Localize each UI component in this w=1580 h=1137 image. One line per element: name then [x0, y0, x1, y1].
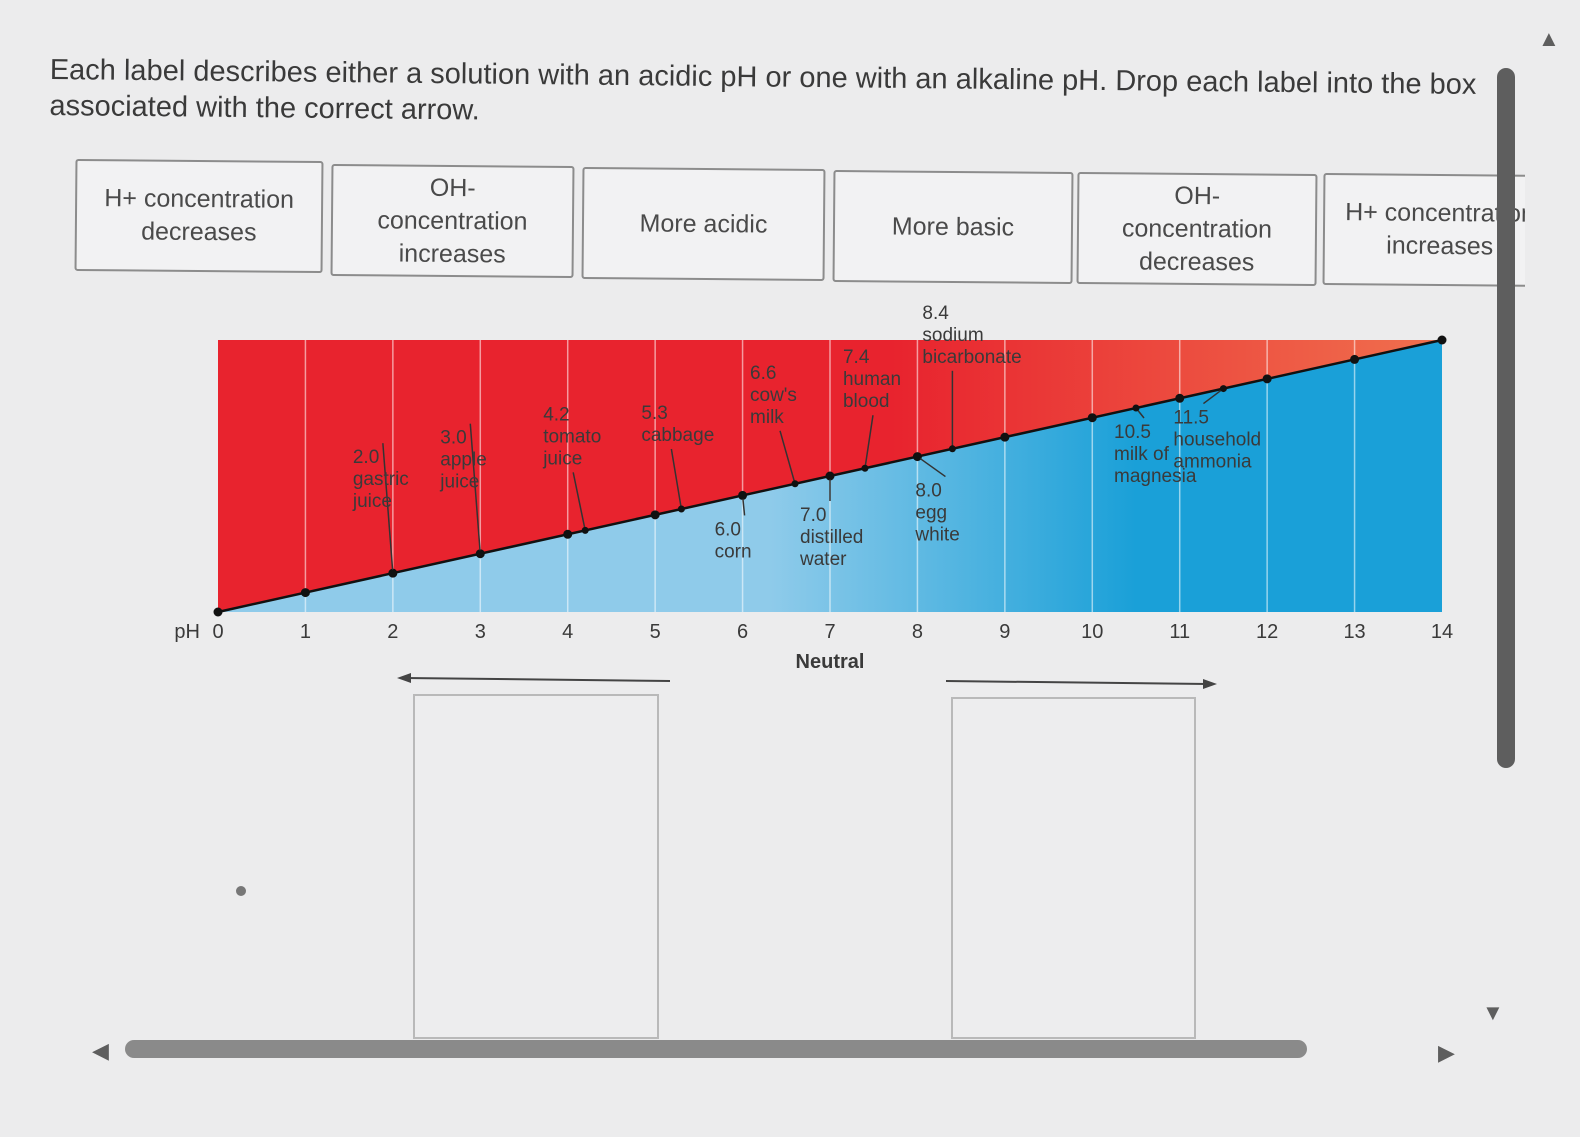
point-label-4.2-1: tomato [543, 426, 601, 447]
ph-marker-14 [1437, 335, 1447, 345]
point-label-8-1: egg [915, 503, 947, 524]
ph-marker-0 [213, 607, 223, 617]
leader-3 [469, 423, 482, 554]
point-label-3-1: apple [440, 450, 487, 471]
point-label-2-1: gastric [353, 469, 409, 490]
point-label-6.6-1: cow's [750, 385, 797, 406]
ph-scale-svg: 0 1 2 3 4 5 6 7 8 9 10 11 12 13 14pHNeutral2.0gastricj… [174, 303, 1453, 673]
ph-marker-10 [1087, 413, 1097, 423]
tick-label-7: 7 [824, 621, 835, 643]
point-marker-4.2 [581, 526, 589, 534]
leader-6.6 [779, 430, 796, 484]
ph-scale-chart: 0 1 2 3 4 5 6 7 8 9 10 11 12 13 14 pH Neutral 2.0 gastric j… [170, 303, 1470, 690]
tick-label-9: 9 [999, 621, 1010, 643]
point-label-6.6-0: 6.6 [750, 363, 776, 384]
cursor-dot [236, 886, 246, 896]
point-label-6-0: 6.0 [715, 519, 741, 540]
scroll-right-icon[interactable]: ▶ [1438, 1040, 1455, 1065]
tick-label-2: 2 [387, 621, 398, 643]
leader-5.3 [670, 448, 683, 510]
point-label-10.5-0: 10.5 [1114, 422, 1151, 443]
leader-4.2 [572, 472, 586, 531]
tick-label-3: 3 [475, 621, 486, 643]
point-label-7-1: distilled [800, 527, 863, 548]
point-marker-6 [739, 491, 747, 499]
ph-marker-5 [650, 510, 660, 520]
point-label-8-2: white [914, 525, 959, 546]
ph-marker-9 [1000, 432, 1010, 442]
tick-label-4: 4 [562, 621, 573, 643]
point-label-7.4-2: blood [843, 391, 890, 412]
leader-8 [916, 455, 946, 478]
point-label-8.4-2: bicarbonate [922, 347, 1021, 368]
tick-label-5: 5 [650, 621, 661, 643]
point-label-8.4-1: sodium [922, 325, 983, 346]
drop-box-basic[interactable] [951, 697, 1196, 1039]
point-label-6-1: corn [715, 541, 752, 562]
drop-box-acidic[interactable] [413, 694, 659, 1039]
scroll-left-icon[interactable]: ◀ [92, 1038, 109, 1063]
point-label-10.5-1: milk of [1114, 444, 1170, 465]
point-marker-7 [826, 472, 834, 480]
ph-marker-12 [1262, 374, 1272, 384]
point-label-11.5-1: household [1173, 430, 1261, 451]
neutral-label: Neutral [796, 651, 865, 673]
horizontal-scrollbar[interactable] [125, 1040, 1307, 1058]
leader-2 [382, 443, 394, 574]
point-label-3-0: 3.0 [440, 428, 466, 449]
point-marker-7.4 [861, 464, 869, 472]
tick-label-6: 6 [737, 621, 748, 643]
ph-marker-4 [563, 529, 573, 539]
point-label-7.4-1: human [843, 369, 901, 390]
point-marker-11.5 [1219, 385, 1227, 393]
point-label-10.5-2: magnesia [1114, 466, 1197, 487]
tick-label-14: 14 [1431, 621, 1453, 643]
point-marker-2 [389, 569, 397, 577]
point-label-5.3-0: 5.3 [641, 403, 667, 424]
point-label-2-0: 2.0 [353, 447, 379, 468]
point-marker-6.6 [791, 480, 799, 488]
point-label-7-2: water [799, 549, 847, 570]
scroll-up-icon[interactable]: ▲ [1538, 26, 1560, 51]
tick-label-10: 10 [1081, 621, 1103, 643]
point-label-11.5-2: ammonia [1173, 452, 1252, 473]
point-label-5.3-1: cabbage [641, 425, 714, 446]
ph-marker-1 [300, 588, 310, 598]
ph-marker-13 [1350, 354, 1360, 364]
scroll-down-icon[interactable]: ▼ [1482, 1000, 1504, 1025]
left-arrow [397, 673, 671, 683]
point-label-8.4-0: 8.4 [922, 303, 949, 324]
vertical-scrollbar[interactable] [1497, 68, 1515, 768]
point-marker-10.5 [1132, 404, 1140, 412]
point-marker-8.4 [948, 445, 956, 453]
leader-11.5 [1202, 387, 1224, 405]
point-label-6.6-2: milk [750, 407, 784, 428]
axis-label-ph: pH [174, 621, 200, 643]
tick-label-0: 0 [212, 621, 223, 643]
tick-label-13: 13 [1343, 621, 1365, 643]
point-label-4.2-0: 4.2 [543, 404, 569, 425]
point-marker-8 [913, 453, 921, 461]
point-label-11.5-0: 11.5 [1173, 408, 1209, 429]
tick-label-1: 1 [300, 621, 311, 643]
leader-7.4 [864, 415, 874, 469]
point-label-3-2: juice [439, 472, 479, 493]
point-label-7.4-0: 7.4 [843, 347, 870, 368]
point-label-7-0: 7.0 [800, 505, 826, 526]
right-arrow [945, 679, 1217, 689]
point-label-2-2: juice [352, 491, 392, 512]
ph-marker-11 [1175, 393, 1185, 403]
point-label-8-0: 8.0 [915, 481, 941, 502]
point-marker-5.3 [677, 505, 685, 513]
tick-label-12: 12 [1256, 621, 1278, 643]
point-marker-3 [476, 550, 484, 558]
point-label-4.2-2: juice [542, 448, 582, 469]
tick-label-8: 8 [912, 621, 923, 643]
tick-label-11: 11 [1169, 621, 1190, 643]
